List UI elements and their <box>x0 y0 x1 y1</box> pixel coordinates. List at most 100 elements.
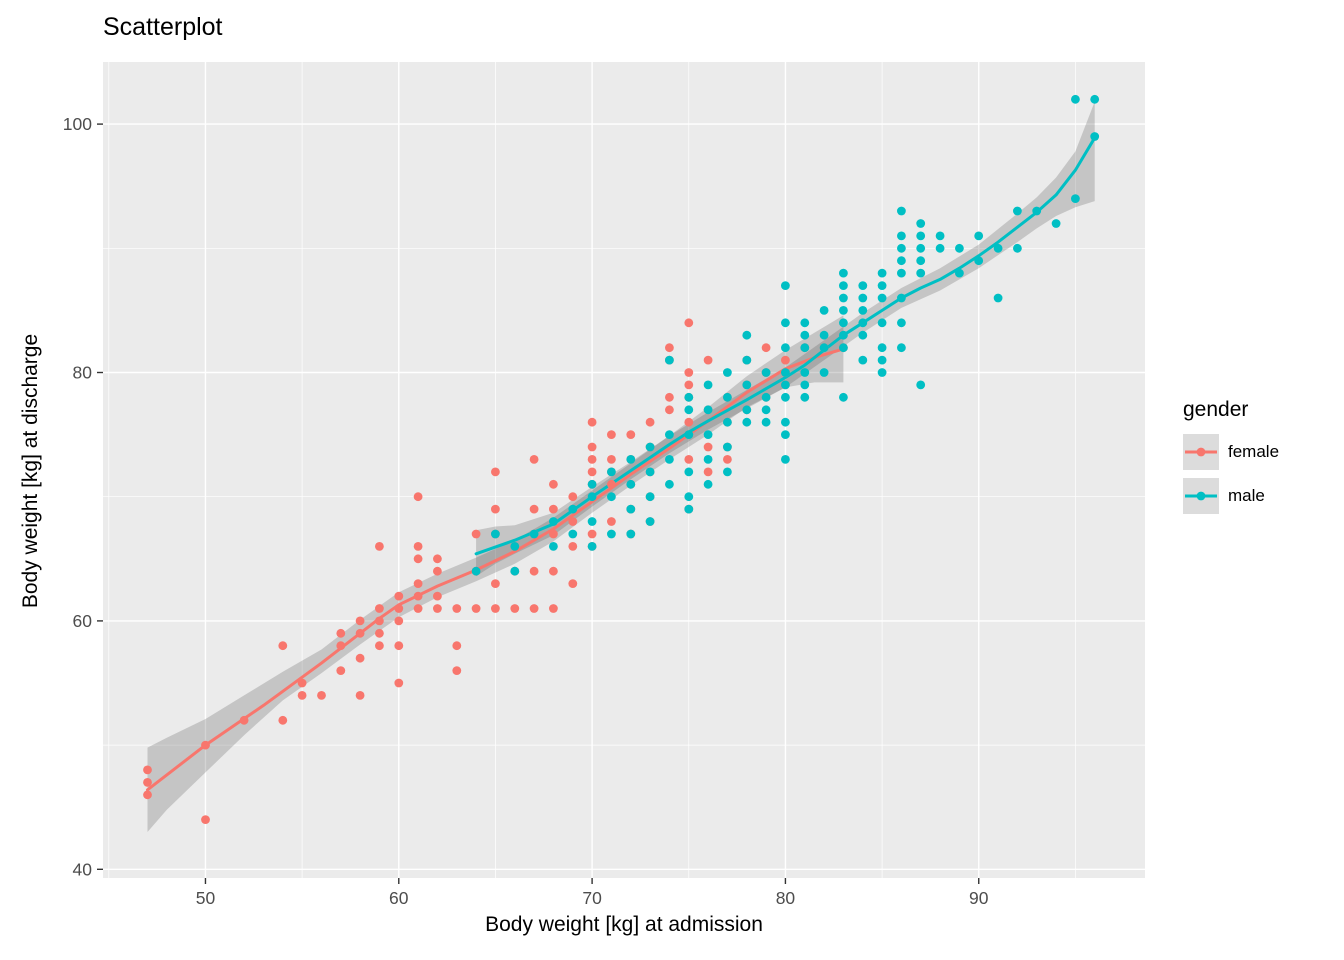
data-point-female <box>413 492 423 502</box>
data-point-female <box>491 504 500 514</box>
data-point-female <box>201 815 210 824</box>
data-point-female <box>143 765 152 775</box>
data-point-female <box>607 455 616 464</box>
data-point-female <box>336 628 346 638</box>
data-point-female <box>665 405 674 415</box>
data-point-female <box>761 343 771 353</box>
data-point-male <box>877 281 887 290</box>
data-point-female <box>355 653 365 663</box>
data-point-male <box>781 281 790 290</box>
data-point-male <box>1071 94 1080 104</box>
data-point-female <box>413 542 423 551</box>
data-point-male <box>626 479 636 489</box>
data-point-male <box>742 417 752 427</box>
data-point-male <box>1071 194 1080 204</box>
x-tick-label: 90 <box>969 888 989 908</box>
data-point-male <box>781 343 790 353</box>
data-point-male <box>858 306 868 315</box>
data-point-female <box>781 355 790 365</box>
data-point-male <box>607 529 616 539</box>
data-point-male <box>761 368 771 377</box>
data-point-female <box>549 504 558 514</box>
data-point-female <box>375 616 384 626</box>
data-point-male <box>800 368 810 377</box>
data-point-male <box>897 256 906 266</box>
panel-background <box>103 62 1145 878</box>
data-point-male <box>665 430 674 439</box>
data-point-male <box>877 343 887 353</box>
data-point-male <box>781 417 790 427</box>
data-point-male <box>723 417 732 427</box>
data-point-male <box>819 330 829 340</box>
data-point-male <box>723 368 732 377</box>
data-point-female <box>491 467 500 477</box>
data-point-male <box>781 380 790 390</box>
data-point-female <box>587 455 597 464</box>
y-tick-label: 100 <box>63 114 92 134</box>
data-point-female <box>607 430 616 439</box>
data-point-male <box>1032 206 1042 216</box>
data-point-female <box>375 542 384 551</box>
data-point-female <box>278 641 288 651</box>
data-point-male <box>529 529 539 539</box>
data-point-female <box>433 604 442 613</box>
data-point-female <box>587 442 597 452</box>
x-tick-label: 60 <box>389 888 409 908</box>
legend-item-male[interactable]: male <box>1183 478 1279 514</box>
data-point-male <box>819 368 829 377</box>
data-point-male <box>935 231 945 241</box>
data-point-male <box>800 330 810 340</box>
x-axis-title: Body weight [kg] at admission <box>485 913 763 936</box>
x-tick-label: 70 <box>582 888 602 908</box>
data-point-female <box>336 666 346 675</box>
data-point-male <box>665 355 674 365</box>
data-point-female <box>471 604 481 613</box>
data-point-male <box>723 392 732 402</box>
data-point-female <box>529 566 539 576</box>
data-point-male <box>800 392 810 402</box>
data-point-male <box>877 268 887 278</box>
data-point-male <box>703 430 713 439</box>
data-point-female <box>413 591 423 601</box>
data-point-male <box>703 455 713 464</box>
data-point-female <box>413 604 423 613</box>
data-point-female <box>452 641 462 651</box>
data-point-male <box>645 492 655 502</box>
data-point-male <box>587 492 597 502</box>
data-point-male <box>742 330 752 340</box>
data-point-male <box>626 504 636 514</box>
data-point-female <box>143 778 152 787</box>
data-point-male <box>935 243 945 253</box>
data-point-male <box>897 231 906 241</box>
data-point-female <box>413 554 423 564</box>
data-point-male <box>858 330 868 340</box>
data-point-male <box>858 355 868 365</box>
data-point-male <box>839 268 848 278</box>
data-point-male <box>1090 94 1100 104</box>
data-point-female <box>491 579 500 588</box>
data-point-male <box>897 293 906 303</box>
data-point-male <box>781 318 790 328</box>
data-point-male <box>549 517 558 526</box>
data-point-male <box>858 293 868 303</box>
data-point-female <box>452 604 462 613</box>
data-point-male <box>916 243 926 253</box>
data-point-male <box>877 355 887 365</box>
data-point-female <box>568 542 578 551</box>
data-point-male <box>800 343 810 353</box>
data-point-female <box>568 517 578 526</box>
legend-item-female[interactable]: female <box>1183 434 1279 470</box>
data-point-female <box>549 479 558 489</box>
data-point-male <box>510 566 520 576</box>
data-point-male <box>897 268 906 278</box>
data-point-female <box>529 504 539 514</box>
data-point-male <box>665 455 674 464</box>
data-point-male <box>993 293 1003 303</box>
legend-label-male: male <box>1228 486 1265 505</box>
data-point-female <box>394 604 404 613</box>
data-point-female <box>297 691 307 700</box>
data-point-female <box>471 529 481 539</box>
data-point-female <box>510 604 520 613</box>
data-point-female <box>317 691 326 700</box>
